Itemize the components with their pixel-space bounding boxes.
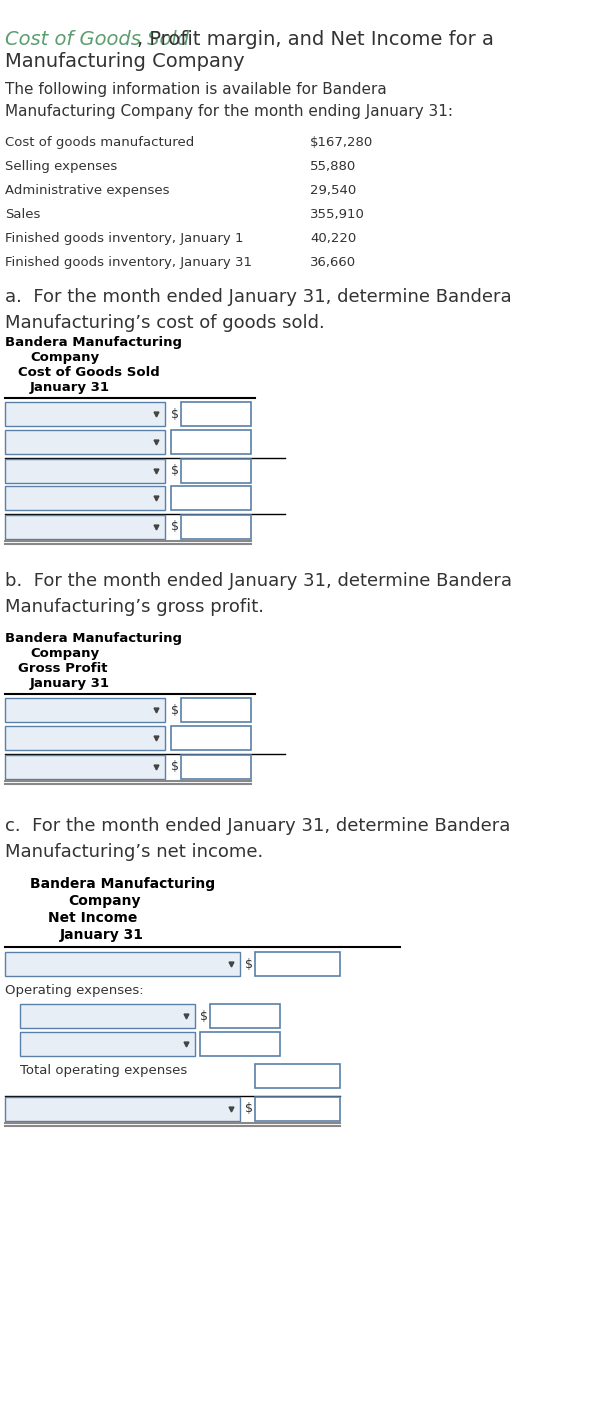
FancyBboxPatch shape <box>255 1064 340 1088</box>
FancyBboxPatch shape <box>5 516 165 540</box>
Text: $: $ <box>171 520 179 534</box>
FancyBboxPatch shape <box>255 1098 340 1122</box>
Text: January 31: January 31 <box>60 929 144 943</box>
FancyBboxPatch shape <box>200 1031 280 1055</box>
Text: b.  For the month ended January 31, determine Bandera: b. For the month ended January 31, deter… <box>5 572 512 590</box>
Text: The following information is available for Bandera: The following information is available f… <box>5 82 387 97</box>
Text: 40,220: 40,220 <box>310 232 356 245</box>
Text: $: $ <box>171 761 179 774</box>
Text: Gross Profit: Gross Profit <box>18 662 107 675</box>
Text: c.  For the month ended January 31, determine Bandera: c. For the month ended January 31, deter… <box>5 817 511 836</box>
FancyBboxPatch shape <box>255 952 340 976</box>
Text: $: $ <box>171 407 179 420</box>
FancyBboxPatch shape <box>20 1031 195 1055</box>
Text: Company: Company <box>30 351 99 364</box>
Text: 29,540: 29,540 <box>310 185 356 197</box>
Text: Selling expenses: Selling expenses <box>5 161 117 173</box>
Text: Operating expenses:: Operating expenses: <box>5 983 143 998</box>
Text: $: $ <box>171 703 179 717</box>
Text: Administrative expenses: Administrative expenses <box>5 185 170 197</box>
Text: January 31: January 31 <box>30 380 110 395</box>
Text: Company: Company <box>68 893 140 907</box>
FancyBboxPatch shape <box>210 1005 280 1029</box>
Text: Manufacturing Company for the month ending January 31:: Manufacturing Company for the month endi… <box>5 104 453 118</box>
FancyBboxPatch shape <box>181 516 251 540</box>
FancyBboxPatch shape <box>171 726 251 750</box>
FancyBboxPatch shape <box>181 755 251 779</box>
Text: Finished goods inventory, January 1: Finished goods inventory, January 1 <box>5 232 243 245</box>
Text: Manufacturing Company: Manufacturing Company <box>5 52 245 70</box>
Text: Bandera Manufacturing: Bandera Manufacturing <box>30 876 215 890</box>
Text: , Profit margin, and Net Income for a: , Profit margin, and Net Income for a <box>137 30 494 49</box>
FancyBboxPatch shape <box>5 697 165 721</box>
FancyBboxPatch shape <box>5 1098 240 1122</box>
Text: Cost of goods manufactured: Cost of goods manufactured <box>5 137 194 149</box>
Text: 55,880: 55,880 <box>310 161 356 173</box>
Text: Cost of Goods Sold: Cost of Goods Sold <box>18 366 160 379</box>
Text: January 31: January 31 <box>30 676 110 690</box>
Text: 355,910: 355,910 <box>310 209 365 221</box>
FancyBboxPatch shape <box>5 402 165 426</box>
FancyBboxPatch shape <box>5 726 165 750</box>
FancyBboxPatch shape <box>5 486 165 510</box>
Text: Manufacturing’s net income.: Manufacturing’s net income. <box>5 843 264 861</box>
Text: Manufacturing’s gross profit.: Manufacturing’s gross profit. <box>5 597 264 616</box>
FancyBboxPatch shape <box>181 459 251 483</box>
FancyBboxPatch shape <box>20 1005 195 1029</box>
Text: Sales: Sales <box>5 209 40 221</box>
Text: $167,280: $167,280 <box>310 137 373 149</box>
Text: Bandera Manufacturing: Bandera Manufacturing <box>5 335 182 349</box>
FancyBboxPatch shape <box>5 459 165 483</box>
Text: Cost of Goods Sold: Cost of Goods Sold <box>5 30 189 49</box>
Text: $: $ <box>200 1009 208 1023</box>
Text: Net Income: Net Income <box>48 912 137 924</box>
FancyBboxPatch shape <box>171 486 251 510</box>
Text: Bandera Manufacturing: Bandera Manufacturing <box>5 633 182 645</box>
FancyBboxPatch shape <box>171 430 251 454</box>
Text: Total operating expenses: Total operating expenses <box>20 1064 187 1076</box>
Text: $: $ <box>245 958 253 971</box>
Text: Manufacturing’s cost of goods sold.: Manufacturing’s cost of goods sold. <box>5 314 325 333</box>
Text: Company: Company <box>30 647 99 659</box>
Text: $: $ <box>171 465 179 478</box>
Text: a.  For the month ended January 31, determine Bandera: a. For the month ended January 31, deter… <box>5 287 512 306</box>
Text: 36,660: 36,660 <box>310 256 356 269</box>
FancyBboxPatch shape <box>5 430 165 454</box>
FancyBboxPatch shape <box>181 402 251 426</box>
Text: Finished goods inventory, January 31: Finished goods inventory, January 31 <box>5 256 252 269</box>
Text: $: $ <box>245 1102 253 1116</box>
FancyBboxPatch shape <box>181 697 251 721</box>
FancyBboxPatch shape <box>5 755 165 779</box>
FancyBboxPatch shape <box>5 952 240 976</box>
